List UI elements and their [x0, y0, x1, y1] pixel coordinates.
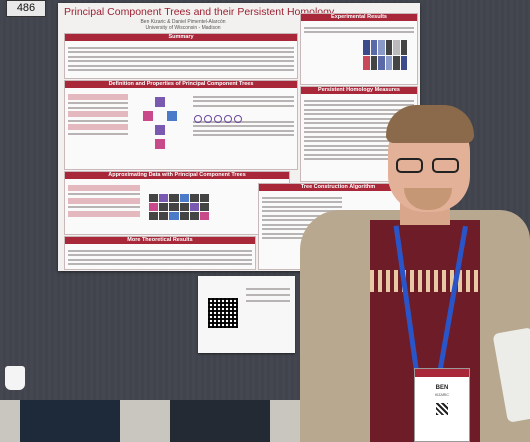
section-text	[68, 247, 252, 268]
section-heading: Tree Construction Algorithm	[259, 184, 417, 191]
results-heatmap	[363, 40, 407, 70]
section-experimental: Experimental Results	[300, 13, 418, 85]
section-approximating: Approximating Data with Principal Compon…	[64, 171, 290, 235]
section-text	[304, 24, 414, 36]
presenter-hair	[386, 105, 474, 143]
background-person-legs	[170, 400, 270, 442]
badge-surname: KIZARIC	[435, 393, 449, 397]
approximation-figure	[149, 194, 209, 220]
badge-qr-code	[436, 403, 448, 415]
tree-figure	[135, 97, 187, 159]
section-text	[68, 91, 128, 137]
qr-handout	[198, 276, 295, 353]
section-summary: Summary	[64, 33, 298, 79]
background-person-legs	[20, 400, 120, 442]
presenter: BEN KIZARIC	[300, 100, 530, 442]
section-definition: Definition and Properties of Principal C…	[64, 80, 298, 170]
poster-author-names: Ben Kizaric & Daniel Pimentel-Alarcón	[140, 19, 226, 25]
section-heading: Experimental Results	[301, 14, 417, 21]
section-text	[68, 182, 140, 219]
board-number: 486	[6, 0, 46, 17]
section-persistent: Persistent Homology Measures	[300, 86, 418, 182]
section-heading: More Theoretical Results	[65, 237, 255, 244]
section-text	[68, 44, 294, 74]
section-text	[304, 97, 414, 163]
section-text-right	[193, 93, 294, 139]
presenter-glasses	[396, 158, 462, 174]
qr-code	[208, 298, 238, 328]
presenter-beard	[404, 188, 452, 210]
section-heading: Persistent Homology Measures	[301, 87, 417, 94]
paper-cup	[5, 366, 25, 390]
poster-authors: Ben Kizaric & Daniel Pimentel-Alarcón Un…	[98, 19, 268, 31]
research-poster: Principal Component Trees and their Pers…	[58, 3, 420, 271]
section-heading: Definition and Properties of Principal C…	[65, 81, 297, 88]
badge-name: BEN	[435, 385, 449, 391]
section-heading: Approximating Data with Principal Compon…	[65, 172, 289, 179]
handout-text	[246, 284, 290, 306]
name-badge: BEN KIZARIC	[414, 368, 470, 442]
poster-affiliation: University of Wisconsin - Madison	[145, 25, 221, 31]
sweater-pattern	[370, 270, 480, 292]
section-theory: More Theoretical Results	[64, 236, 256, 270]
badge-header	[415, 369, 469, 377]
poster-title: Principal Component Trees and their Pers…	[64, 6, 335, 18]
section-heading: Summary	[65, 34, 297, 41]
